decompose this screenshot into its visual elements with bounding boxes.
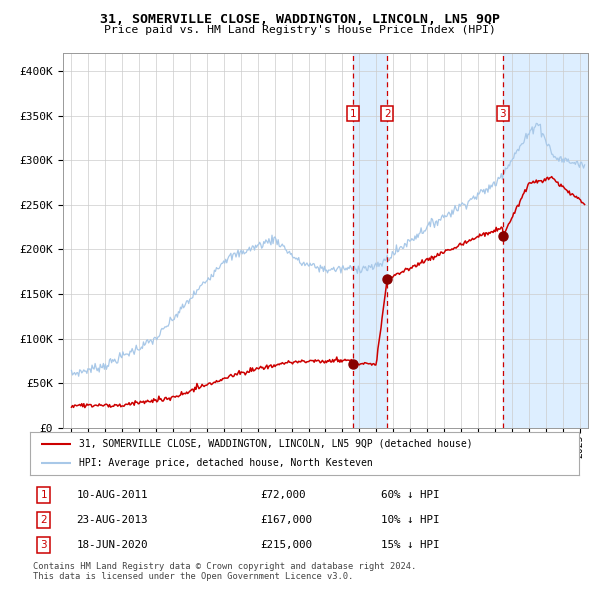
Text: 2: 2 bbox=[40, 515, 47, 525]
Text: 23-AUG-2013: 23-AUG-2013 bbox=[77, 515, 148, 525]
Text: This data is licensed under the Open Government Licence v3.0.: This data is licensed under the Open Gov… bbox=[33, 572, 353, 581]
Text: 3: 3 bbox=[40, 540, 47, 550]
Text: Contains HM Land Registry data © Crown copyright and database right 2024.: Contains HM Land Registry data © Crown c… bbox=[33, 562, 416, 571]
Text: 15% ↓ HPI: 15% ↓ HPI bbox=[382, 540, 440, 550]
Text: 2: 2 bbox=[384, 109, 391, 119]
Text: 31, SOMERVILLE CLOSE, WADDINGTON, LINCOLN, LN5 9QP: 31, SOMERVILLE CLOSE, WADDINGTON, LINCOL… bbox=[100, 13, 500, 26]
Bar bbox=[353, 53, 387, 428]
Text: 10-AUG-2011: 10-AUG-2011 bbox=[77, 490, 148, 500]
Text: 3: 3 bbox=[499, 109, 506, 119]
Text: Price paid vs. HM Land Registry's House Price Index (HPI): Price paid vs. HM Land Registry's House … bbox=[104, 25, 496, 35]
Text: 18-JUN-2020: 18-JUN-2020 bbox=[77, 540, 148, 550]
Text: £167,000: £167,000 bbox=[260, 515, 313, 525]
Text: HPI: Average price, detached house, North Kesteven: HPI: Average price, detached house, Nort… bbox=[79, 458, 373, 468]
Text: £215,000: £215,000 bbox=[260, 540, 313, 550]
Bar bbox=[503, 53, 588, 428]
Text: £72,000: £72,000 bbox=[260, 490, 306, 500]
Text: 1: 1 bbox=[40, 490, 47, 500]
Text: 31, SOMERVILLE CLOSE, WADDINGTON, LINCOLN, LN5 9QP (detached house): 31, SOMERVILLE CLOSE, WADDINGTON, LINCOL… bbox=[79, 439, 473, 449]
Text: 60% ↓ HPI: 60% ↓ HPI bbox=[382, 490, 440, 500]
Text: 10% ↓ HPI: 10% ↓ HPI bbox=[382, 515, 440, 525]
Text: 1: 1 bbox=[349, 109, 356, 119]
